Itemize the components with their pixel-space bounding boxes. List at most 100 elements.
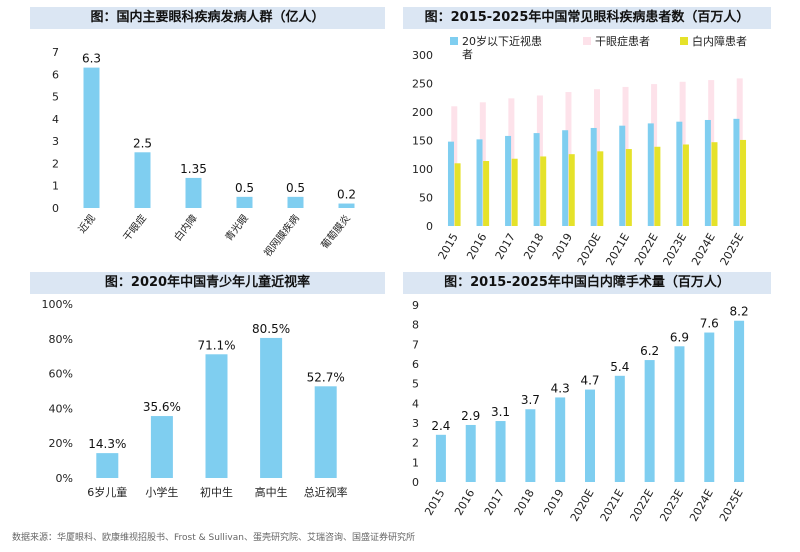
undefined-bar — [495, 421, 506, 482]
undefined-data-label: 52.7% — [307, 370, 345, 384]
undefined-bar-s0 — [647, 123, 654, 226]
undefined-bar — [734, 320, 745, 482]
undefined-x-tick-label: 近视 — [75, 212, 98, 236]
undefined-y-tick-label: 7 — [412, 338, 419, 351]
undefined-bar — [585, 389, 595, 482]
undefined-x-tick-label: 小学生 — [145, 485, 178, 499]
undefined-y-tick-label: 100 — [412, 163, 433, 176]
undefined-bar — [260, 337, 283, 478]
undefined-data-label: 0.5 — [286, 181, 305, 195]
undefined-x-tick-label: 2019 — [542, 487, 567, 518]
undefined-bar — [465, 424, 476, 482]
undefined-y-tick-label: 6 — [52, 68, 59, 81]
chart4-svg: 0 1 2 3 4 5 6 7 8 9 2.4 2015 2.9 2016 3.1 2017 3.7 2018 4.… — [412, 299, 749, 524]
undefined-bar-s2 — [568, 154, 575, 226]
undefined-x-tick-label: 2021E — [598, 487, 627, 524]
undefined-x-tick-label: 2015 — [422, 487, 447, 518]
undefined-bar-s2 — [511, 158, 518, 226]
undefined-x-tick-label: 2016 — [452, 487, 477, 518]
undefined-bar — [674, 346, 685, 482]
undefined-x-tick-label: 2017 — [493, 231, 518, 262]
c2-legend-swatch — [680, 37, 688, 45]
undefined-bar — [338, 203, 355, 208]
undefined-data-label: 5.4 — [610, 360, 629, 374]
chart3-svg: 0% 20% 40% 60% 80% 100% 14.3% 6岁儿童 35.6% 小学生 71.1%… — [42, 298, 348, 499]
undefined-data-label: 3.7 — [521, 393, 540, 407]
undefined-data-label: 4.3 — [551, 381, 570, 395]
undefined-data-label: 80.5% — [252, 322, 290, 336]
c2-legend-label: 干眼症患者 — [595, 34, 650, 48]
undefined-y-tick-label: 6 — [412, 358, 419, 371]
undefined-bar-s0 — [676, 121, 683, 226]
undefined-y-tick-label: 20% — [49, 437, 73, 450]
undefined-data-label: 6.2 — [640, 344, 659, 358]
undefined-data-label: 4.7 — [580, 374, 599, 388]
undefined-x-tick-label: 总近视率 — [304, 485, 348, 499]
undefined-y-tick-label: 40% — [49, 402, 73, 415]
undefined-y-tick-label: 0% — [56, 472, 73, 485]
undefined-data-label: 0.2 — [337, 188, 356, 202]
chart1-svg: 0 1 2 3 4 5 6 7 6.3 近视 2.5 干眼症 1.35 白内障 0.5 青光眼 0.5 视网膜疾病… — [52, 46, 356, 259]
undefined-data-label: 35.6% — [143, 400, 181, 414]
undefined-bar-s2 — [625, 149, 632, 226]
undefined-y-tick-label: 200 — [412, 106, 433, 119]
undefined-bar-s1 — [508, 98, 515, 226]
undefined-bar — [205, 354, 228, 478]
undefined-bar-s1 — [536, 95, 543, 226]
undefined-y-tick-label: 60% — [49, 368, 73, 381]
undefined-bar — [644, 360, 655, 482]
undefined-y-tick-label: 50 — [419, 192, 433, 205]
undefined-y-tick-label: 5 — [52, 91, 59, 104]
c2-legend-swatch — [450, 37, 458, 45]
source-note: 数据来源：华厦眼科、欧康维视招股书、Frost & Sullivan、蛋壳研究院… — [12, 533, 415, 543]
chart4-title: 图：2015-2025年中国白内障手术量（百万人） — [403, 272, 771, 294]
undefined-bar-s0 — [447, 141, 454, 226]
undefined-bar-s2 — [483, 161, 490, 226]
undefined-bar-s1 — [451, 106, 458, 226]
undefined-x-tick-label: 葡萄膜炎 — [318, 212, 353, 252]
undefined-bar-s1 — [679, 81, 686, 226]
c2-legend-swatch — [583, 37, 591, 45]
undefined-y-tick-label: 1 — [52, 180, 59, 193]
undefined-bar-s2 — [711, 142, 718, 226]
undefined-x-tick-label: 2025E — [717, 487, 746, 524]
undefined-bar-s2 — [740, 139, 747, 226]
undefined-bar-s1 — [708, 80, 715, 226]
undefined-x-tick-label: 2020E — [575, 231, 604, 268]
undefined-bar — [314, 386, 337, 478]
undefined-bar-s0 — [533, 133, 540, 226]
undefined-bar — [287, 196, 304, 208]
undefined-data-label: 14.3% — [88, 437, 126, 451]
undefined-bar — [96, 453, 119, 478]
undefined-y-tick-label: 150 — [412, 135, 433, 148]
chart2-title: 图：2015-2025年中国常见眼科疾病患者数（百万人） — [403, 7, 771, 29]
undefined-x-tick-label: 视网膜疾病 — [261, 212, 302, 259]
undefined-bar — [134, 152, 151, 208]
undefined-bar — [704, 332, 715, 482]
undefined-y-tick-label: 250 — [412, 78, 433, 91]
c2-legend-label: 20岁以下近视患者 — [462, 34, 542, 61]
undefined-x-tick-label: 2024E — [687, 487, 716, 524]
undefined-bar-s1 — [651, 84, 658, 226]
undefined-x-tick-label: 2022E — [632, 231, 661, 268]
undefined-y-tick-label: 9 — [412, 299, 419, 312]
chart3-title: 图：2020年中国青少年儿童近视率 — [30, 272, 385, 294]
undefined-data-label: 6.3 — [82, 52, 101, 66]
undefined-bar-s0 — [733, 118, 740, 226]
undefined-y-tick-label: 0 — [412, 476, 419, 489]
undefined-bar-s1 — [594, 89, 600, 226]
undefined-x-tick-label: 青光眼 — [222, 212, 251, 244]
undefined-bar-s2 — [540, 156, 547, 226]
undefined-y-tick-label: 3 — [52, 135, 59, 148]
undefined-bar — [150, 416, 173, 478]
undefined-bar-s1 — [622, 86, 629, 226]
undefined-bar-s0 — [476, 139, 483, 226]
undefined-y-tick-label: 2 — [412, 437, 419, 450]
undefined-x-tick-label: 2021E — [603, 231, 632, 268]
undefined-y-tick-label: 4 — [52, 113, 59, 126]
undefined-y-tick-label: 0 — [52, 202, 59, 215]
undefined-bar-s1 — [479, 102, 486, 226]
undefined-y-tick-label: 4 — [412, 397, 419, 410]
undefined-data-label: 2.9 — [461, 409, 480, 423]
undefined-y-tick-label: 1 — [412, 456, 419, 469]
